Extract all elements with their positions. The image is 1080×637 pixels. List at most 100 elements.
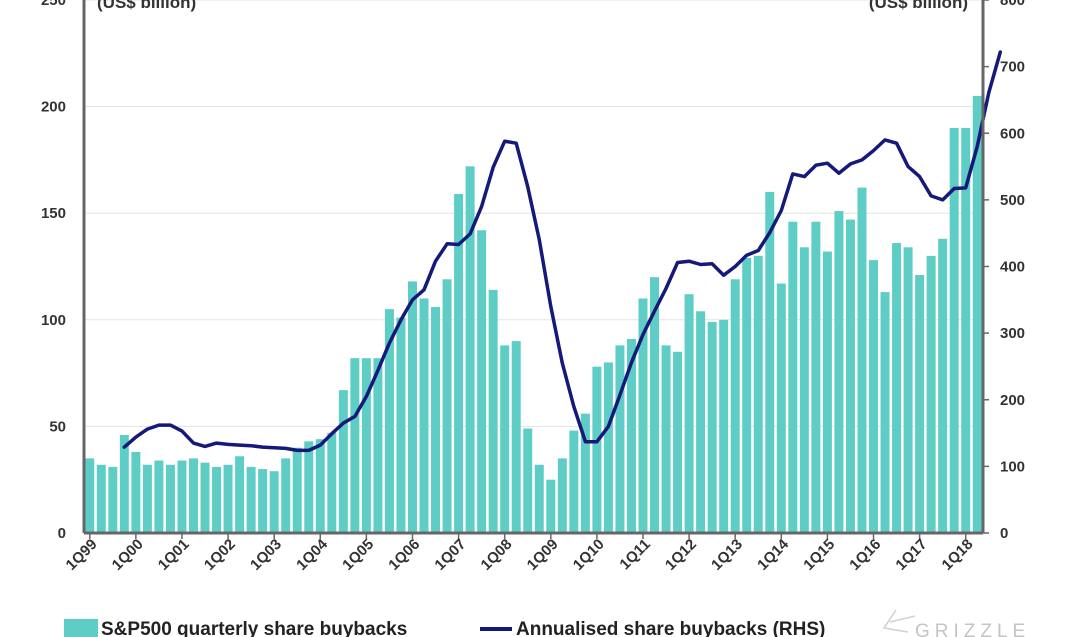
bar xyxy=(246,466,256,533)
bar xyxy=(223,464,233,533)
bar xyxy=(753,255,763,533)
bar xyxy=(454,194,464,533)
bar xyxy=(546,479,556,533)
bar xyxy=(534,464,544,533)
bar xyxy=(431,307,441,533)
bar xyxy=(603,362,613,533)
bar xyxy=(788,221,798,533)
right-tick-label: 600 xyxy=(1000,125,1025,142)
bar xyxy=(938,238,948,533)
bar xyxy=(915,275,925,533)
bar xyxy=(442,279,452,533)
x-tick-label: 1Q18 xyxy=(939,536,977,574)
bar xyxy=(834,211,844,533)
right-tick-label: 300 xyxy=(1000,325,1025,342)
right-tick-label: 400 xyxy=(1000,259,1025,276)
legend: S&P500 quarterly share buybacks Annualis… xyxy=(64,619,825,637)
bar xyxy=(511,341,521,533)
left-tick-label: 100 xyxy=(41,312,66,329)
bar xyxy=(361,358,371,533)
right-tick-label: 200 xyxy=(1000,392,1025,409)
annualised-buybacks-line xyxy=(122,50,1003,453)
bar xyxy=(569,430,579,533)
bar xyxy=(384,309,394,533)
bar xyxy=(108,466,118,533)
bar xyxy=(200,462,210,533)
right-tick-label: 500 xyxy=(1000,192,1025,209)
bar xyxy=(857,187,867,533)
bar xyxy=(523,428,533,533)
bar xyxy=(165,464,175,533)
bar xyxy=(235,456,245,533)
grizzle-logo-mark xyxy=(882,609,916,633)
bar xyxy=(949,127,959,534)
bar xyxy=(315,439,325,533)
x-tick-label: 1Q15 xyxy=(800,536,838,574)
axis-labels: (US$ billion) (US$ billion) xyxy=(97,0,968,12)
bar xyxy=(327,432,337,533)
grizzle-logo: GRIZZLE xyxy=(882,609,1030,637)
bar xyxy=(119,434,129,533)
bar xyxy=(500,345,510,533)
bar xyxy=(419,298,429,533)
x-tick-label: 1Q13 xyxy=(708,536,746,574)
bar xyxy=(96,464,106,533)
bar xyxy=(845,219,855,533)
bar xyxy=(557,458,567,533)
line-series xyxy=(122,50,1003,453)
bar xyxy=(350,358,360,533)
bar xyxy=(615,345,625,533)
right-axis-unit-label: (US$ billion) xyxy=(869,0,968,12)
bar xyxy=(407,281,417,533)
x-tick-label: 1Q00 xyxy=(109,536,147,574)
x-tick-label: 1Q14 xyxy=(754,535,792,573)
bar xyxy=(673,351,683,533)
x-tick-label: 1Q05 xyxy=(339,536,377,574)
bar xyxy=(281,458,291,533)
bar xyxy=(338,390,348,533)
bar xyxy=(650,277,660,533)
bar xyxy=(765,191,775,533)
left-tick-label: 150 xyxy=(41,205,66,222)
x-tick-label: 1Q11 xyxy=(616,536,653,573)
x-tick-label: 1Q06 xyxy=(385,536,423,574)
x-tick-label: 1Q99 xyxy=(63,536,101,574)
bar xyxy=(142,464,152,533)
x-tick-label: 1Q03 xyxy=(247,536,285,574)
bar xyxy=(776,283,786,533)
bar xyxy=(972,95,982,533)
left-tick-label: 0 xyxy=(58,525,66,542)
bar xyxy=(188,458,198,533)
left-tick-label: 50 xyxy=(49,418,66,435)
bar xyxy=(304,441,314,533)
bar xyxy=(742,257,752,533)
right-tick-label: 0 xyxy=(1000,525,1008,542)
x-tick-label: 1Q04 xyxy=(293,535,331,573)
grizzle-logo-text: GRIZZLE xyxy=(915,621,1030,637)
x-tick-label: 1Q12 xyxy=(662,536,700,574)
bar xyxy=(730,279,740,533)
bar xyxy=(799,247,809,533)
right-tick-label: 800 xyxy=(1000,0,1025,9)
x-tick-label: 1Q16 xyxy=(846,536,884,574)
right-tick-label: 100 xyxy=(1000,458,1025,475)
bar xyxy=(869,260,879,533)
bar xyxy=(580,413,590,533)
bar xyxy=(292,447,302,533)
bar xyxy=(880,292,890,533)
x-tick-label: 1Q09 xyxy=(524,536,562,574)
x-tick-label: 1Q17 xyxy=(892,536,930,574)
x-tick-label: 1Q01 xyxy=(155,536,193,574)
bar xyxy=(684,294,694,533)
bar xyxy=(961,127,971,534)
bar-series xyxy=(85,95,982,534)
bar xyxy=(892,243,902,533)
bar xyxy=(903,247,913,533)
bar xyxy=(926,255,936,533)
bar xyxy=(822,251,832,534)
right-tick-label: 700 xyxy=(1000,59,1025,76)
bar xyxy=(131,451,141,533)
bar xyxy=(638,298,648,533)
